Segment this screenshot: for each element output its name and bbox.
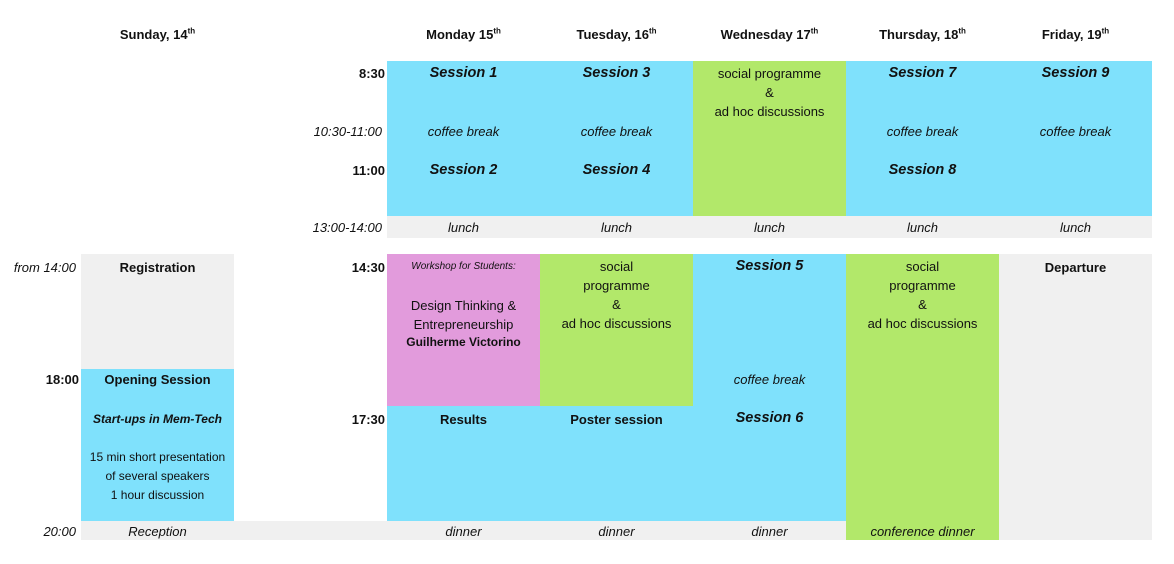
monday-workshop-speaker: Guilherme Victorino — [406, 335, 521, 349]
header-tuesday: Tuesday, 16th — [576, 26, 657, 42]
time-1300-1400: 13:00-14:00 — [312, 220, 382, 235]
dinner-row-block — [81, 521, 846, 540]
lunch-row-block — [387, 216, 1152, 238]
thursday-session-8: Session 8 — [888, 162, 957, 178]
thursday-social-block — [846, 254, 999, 540]
tuesday-session-3: Session 3 — [582, 65, 651, 81]
sunday-opening-block — [81, 369, 234, 521]
friday-coffee-break: coffee break — [1039, 124, 1112, 139]
tuesday-social-block — [540, 254, 693, 406]
time-1100: 11:00 — [352, 163, 385, 178]
sunday-opening-title: Opening Session — [104, 372, 211, 387]
monday-session-1: Session 1 — [429, 65, 498, 81]
time-0830: 8:30 — [358, 66, 385, 81]
wednesday-social-programme: social programme & ad hoc discussions — [693, 64, 846, 121]
sunday-opening-subtitle: Start-ups in Mem-Tech — [93, 412, 222, 426]
wednesday-session-5: Session 5 — [735, 258, 804, 274]
header-wednesday: Wednesday 17th — [720, 26, 819, 42]
workshop-title-line: Entrepreneurship — [413, 317, 514, 332]
social-line: social — [905, 259, 940, 274]
monday-session-2: Session 2 — [429, 162, 498, 178]
late-afternoon-block — [387, 406, 846, 521]
time-1430: 14:30 — [351, 260, 385, 275]
monday-workshop-tag: Workshop for Students: — [411, 261, 516, 272]
social-line: ad hoc discussions — [714, 104, 825, 119]
opening-detail-line: of several speakers — [105, 469, 210, 483]
morning-sessions-mon-tue-block — [387, 61, 693, 216]
wednesday-dinner: dinner — [751, 524, 788, 539]
monday-lunch: lunch — [447, 220, 480, 235]
time-1030-1100: 10:30-11:00 — [313, 124, 382, 139]
morning-sessions-thu-fri-block — [846, 61, 1152, 216]
social-line: & — [918, 297, 927, 312]
time-2000: 20:00 — [43, 524, 76, 539]
social-line: ad hoc discussions — [867, 316, 978, 331]
tuesday-coffee-break: coffee break — [580, 124, 653, 139]
opening-detail-line: 1 hour discussion — [110, 488, 205, 502]
friday-departure: Departure — [1044, 260, 1107, 275]
header-friday: Friday, 19th — [1041, 26, 1110, 42]
sunday-opening-details: 15 min short presentation of several spe… — [81, 448, 234, 505]
thursday-lunch: lunch — [906, 220, 939, 235]
time-1800: 18:00 — [45, 372, 79, 387]
monday-coffee-break: coffee break — [427, 124, 500, 139]
tuesday-social-programme: social programme & ad hoc discussions — [540, 257, 693, 333]
thursday-conference-dinner: conference dinner — [870, 524, 975, 539]
monday-workshop-block — [387, 254, 540, 406]
social-line: programme — [583, 278, 650, 293]
wednesday-lunch: lunch — [753, 220, 786, 235]
wednesday-afternoon-block — [693, 254, 846, 406]
sunday-reception: Reception — [128, 524, 187, 539]
social-line: programme — [889, 278, 956, 293]
friday-session-9: Session 9 — [1041, 65, 1110, 81]
time-from-1400: from 14:00 — [13, 260, 76, 275]
social-line: & — [612, 297, 621, 312]
social-line: social — [599, 259, 634, 274]
monday-workshop-title: Design Thinking & Entrepreneurship — [387, 296, 540, 334]
opening-detail-line: 15 min short presentation — [89, 450, 226, 464]
tuesday-dinner: dinner — [598, 524, 635, 539]
wednesday-social-block — [693, 61, 846, 216]
social-line: & — [765, 85, 774, 100]
friday-afternoon-block — [999, 254, 1152, 540]
wednesday-coffee-break: coffee break — [733, 372, 806, 387]
sunday-registration-block — [81, 254, 234, 369]
workshop-title-line: Design Thinking & — [410, 298, 517, 313]
monday-results: Results — [440, 412, 487, 427]
time-1730: 17:30 — [351, 412, 385, 427]
sunday-registration: Registration — [119, 260, 196, 275]
social-line: ad hoc discussions — [561, 316, 672, 331]
header-monday: Monday 15th — [426, 26, 501, 42]
thursday-social-programme: social programme & ad hoc discussions — [846, 257, 999, 333]
thursday-session-7: Session 7 — [888, 65, 957, 81]
friday-lunch: lunch — [1059, 220, 1092, 235]
tuesday-poster-session: Poster session — [570, 412, 663, 427]
monday-dinner: dinner — [445, 524, 482, 539]
social-line: social programme — [717, 66, 822, 81]
header-thursday: Thursday, 18th — [879, 26, 966, 42]
tuesday-session-4: Session 4 — [582, 162, 651, 178]
wednesday-session-6: Session 6 — [735, 410, 804, 426]
tuesday-lunch: lunch — [600, 220, 633, 235]
header-sunday: Sunday, 14th — [119, 26, 196, 42]
thursday-coffee-break: coffee break — [886, 124, 959, 139]
